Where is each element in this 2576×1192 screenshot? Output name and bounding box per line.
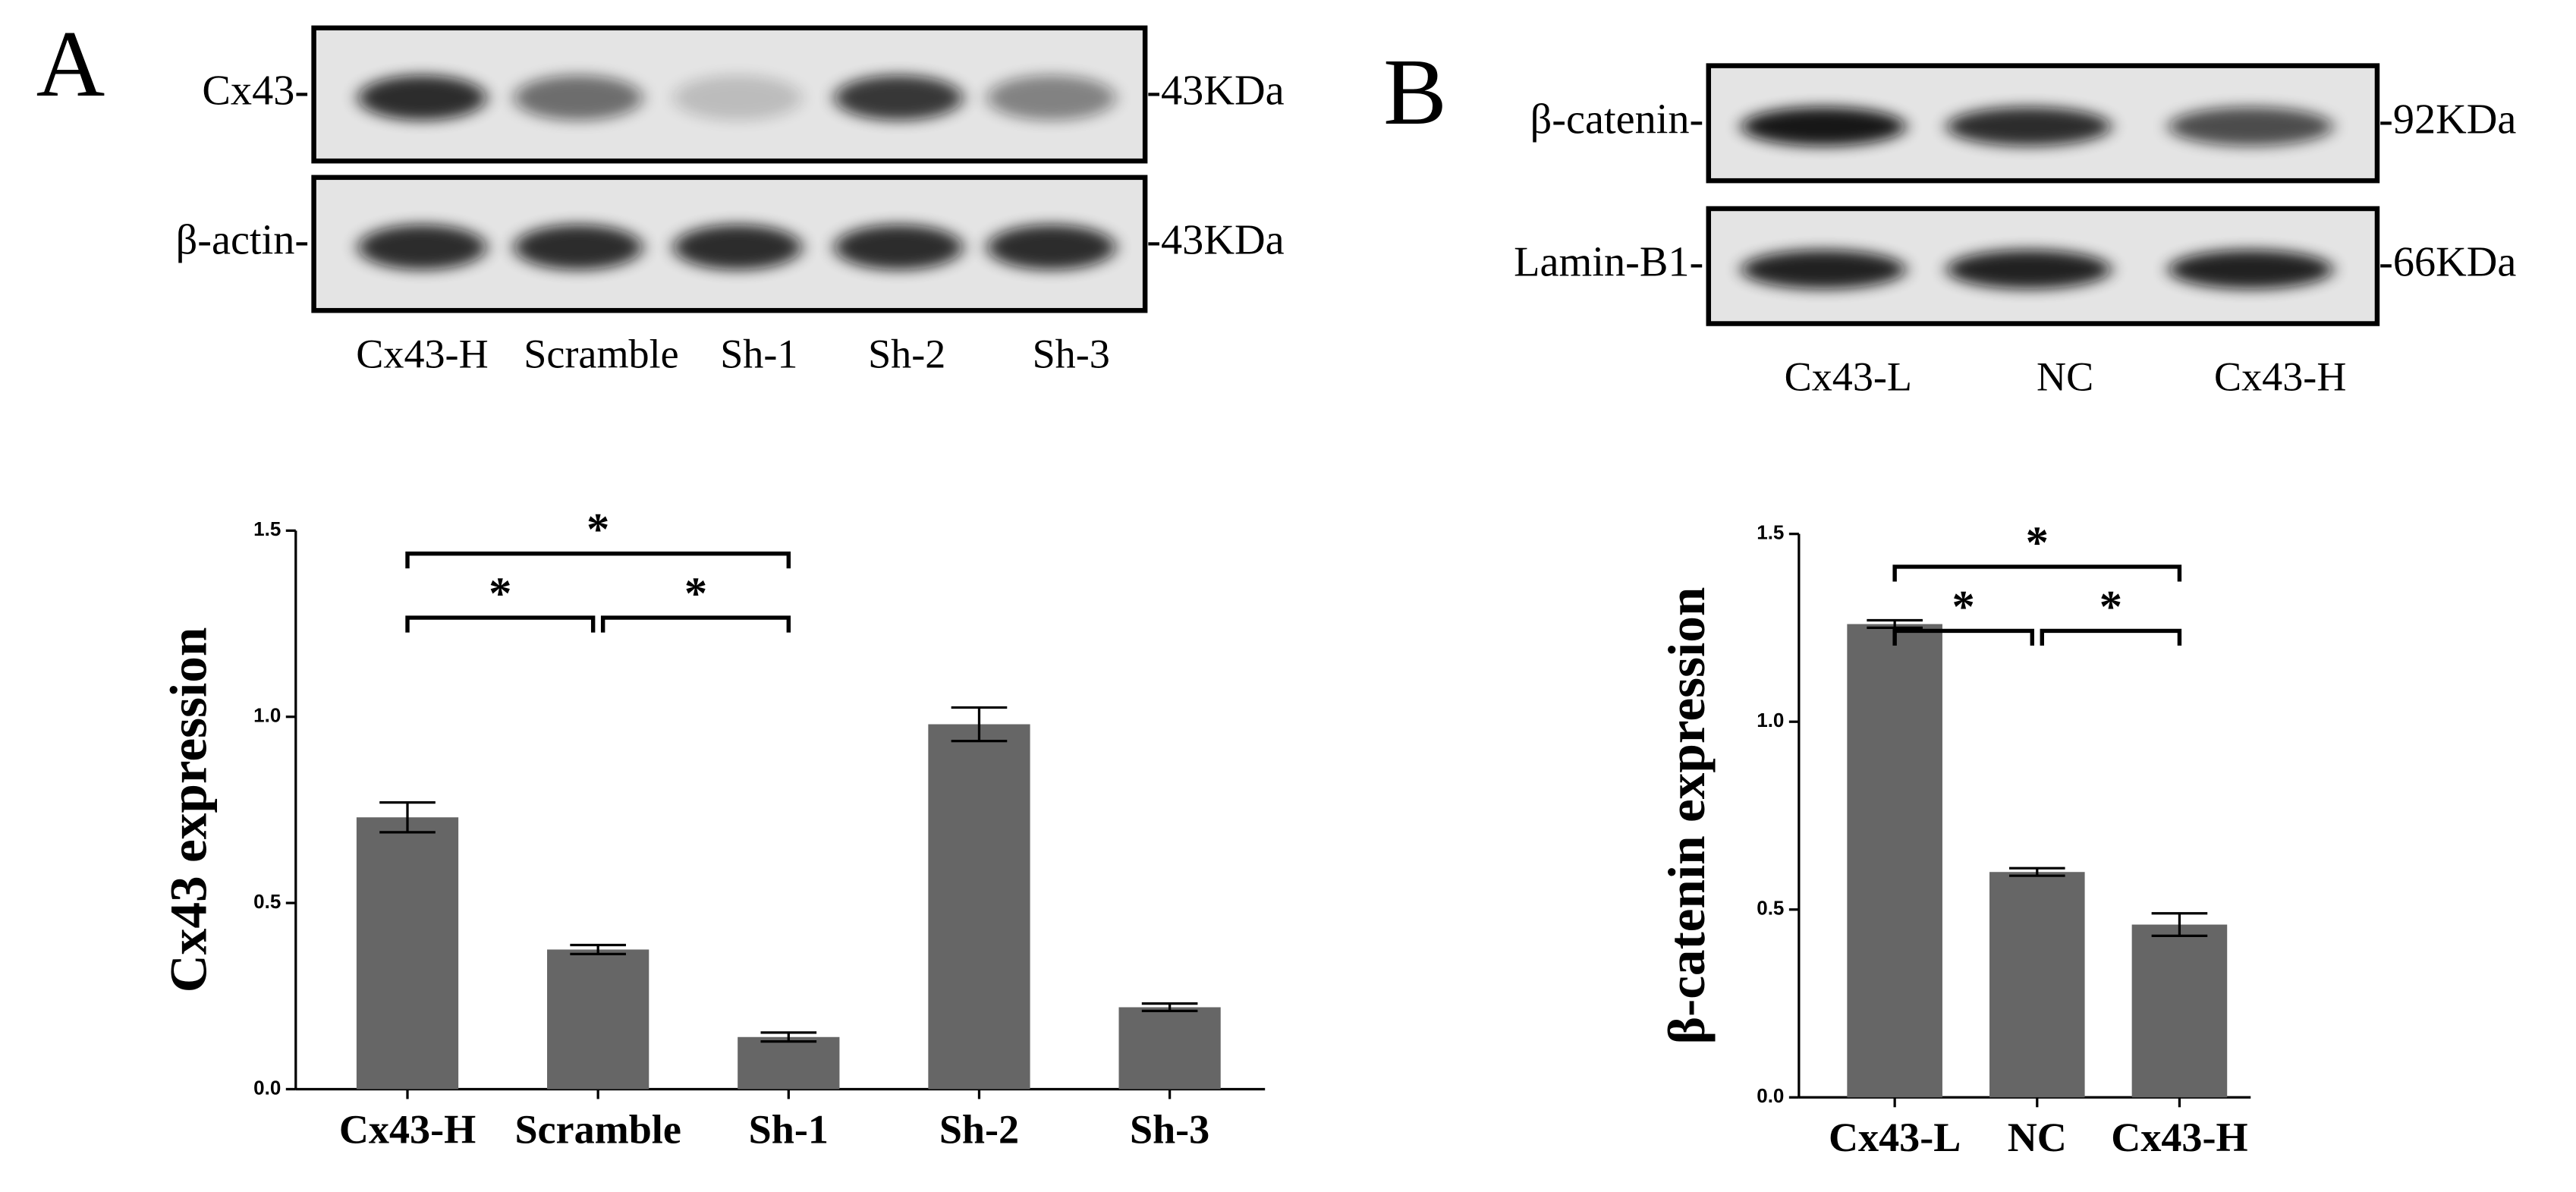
lane-label: Sh-2 xyxy=(868,331,945,376)
blot-band xyxy=(1741,250,1906,289)
significance-label: * xyxy=(489,568,511,619)
significance-label: * xyxy=(684,568,707,619)
error-bar xyxy=(760,1031,817,1043)
y-tick-label: 0.5 xyxy=(1757,897,1784,920)
panel-label: B xyxy=(1383,39,1447,145)
y-tick-label: 0.0 xyxy=(1757,1084,1784,1107)
blot-band xyxy=(358,75,486,121)
blot-band xyxy=(987,75,1116,121)
blot-band xyxy=(514,225,643,270)
molecular-weight: -43KDa xyxy=(1146,216,1284,263)
lane-label: Cx43-H xyxy=(356,331,488,376)
lane-label: Cx43-L xyxy=(1785,354,1912,400)
y-axis-label: β-catenin expression xyxy=(1657,587,1716,1045)
significance-label: * xyxy=(2099,581,2122,632)
blot-band xyxy=(673,75,802,121)
x-tick-label: Scramble xyxy=(514,1106,681,1152)
significance-label: * xyxy=(2026,517,2049,568)
significance-label: * xyxy=(1952,581,1975,632)
error-bar xyxy=(570,943,626,955)
protein-label: β-actin- xyxy=(176,216,309,263)
blot-band xyxy=(673,225,802,270)
blot-band xyxy=(1946,106,2112,146)
significance-bracket xyxy=(600,615,791,633)
x-tick-label: Sh-1 xyxy=(749,1106,829,1152)
lane-label: Cx43-H xyxy=(2214,354,2346,400)
x-tick-label: Sh-2 xyxy=(939,1106,1019,1152)
significance-bracket xyxy=(1892,565,2182,582)
blot-frame xyxy=(1706,63,2380,184)
error-bar xyxy=(951,706,1008,743)
y-tick-label: 1.5 xyxy=(253,517,281,540)
bar xyxy=(2131,924,2228,1098)
y-tick-label: 0.5 xyxy=(253,890,281,913)
bar xyxy=(928,724,1030,1090)
blot-frame xyxy=(311,175,1148,313)
significance-bracket xyxy=(405,615,596,633)
molecular-weight: -43KDa xyxy=(1146,67,1284,114)
y-axis-label: Cx43 expression xyxy=(159,627,217,993)
protein-label: Cx43- xyxy=(202,67,309,114)
bar xyxy=(547,949,650,1090)
significance-bracket xyxy=(405,551,791,569)
blot-band xyxy=(1946,250,2112,289)
x-tick-label: Cx43-L xyxy=(1829,1115,1961,1160)
x-tick-label: Cx43-H xyxy=(339,1106,476,1152)
blot-band xyxy=(834,75,963,121)
error-bar xyxy=(379,800,436,834)
lane-label: NC xyxy=(2037,354,2093,400)
molecular-weight: -92KDa xyxy=(2379,96,2516,143)
molecular-weight: -66KDa xyxy=(2379,239,2516,286)
y-tick-label: 1.0 xyxy=(253,704,281,727)
x-tick-label: NC xyxy=(2008,1115,2067,1160)
x-tick-label: Sh-3 xyxy=(1130,1106,1209,1152)
error-bar xyxy=(2008,866,2065,877)
protein-label: β-catenin- xyxy=(1530,96,1704,143)
blot-band xyxy=(987,225,1116,270)
x-tick-label: Cx43-H xyxy=(2111,1115,2247,1160)
blot-band xyxy=(514,75,643,121)
bar xyxy=(1847,624,1942,1098)
blot-band xyxy=(358,225,486,270)
panel-label: A xyxy=(36,11,105,117)
error-bar xyxy=(1867,618,1923,630)
blot-band xyxy=(2168,106,2333,146)
error-bar xyxy=(2151,912,2208,938)
blot-frame xyxy=(311,25,1148,164)
protein-label: Lamin-B1- xyxy=(1514,239,1703,286)
blot-frame xyxy=(1706,206,2380,326)
y-tick-label: 1.5 xyxy=(1757,521,1784,544)
blot-band xyxy=(2168,250,2333,289)
significance-bracket xyxy=(1892,628,2034,646)
bar xyxy=(1989,872,2085,1098)
significance-label: * xyxy=(587,505,609,555)
lane-label: Scramble xyxy=(524,331,678,376)
y-tick-label: 1.0 xyxy=(1757,709,1784,731)
significance-bracket xyxy=(2040,628,2182,646)
bar xyxy=(356,817,459,1090)
lane-label: Sh-3 xyxy=(1033,331,1110,376)
bar xyxy=(1118,1007,1221,1090)
y-tick-label: 0.0 xyxy=(253,1076,281,1099)
bar xyxy=(738,1036,840,1090)
blot-band xyxy=(1741,106,1906,146)
blot-band xyxy=(834,225,963,270)
lane-label: Sh-1 xyxy=(720,331,797,376)
error-bar xyxy=(1141,1002,1198,1013)
